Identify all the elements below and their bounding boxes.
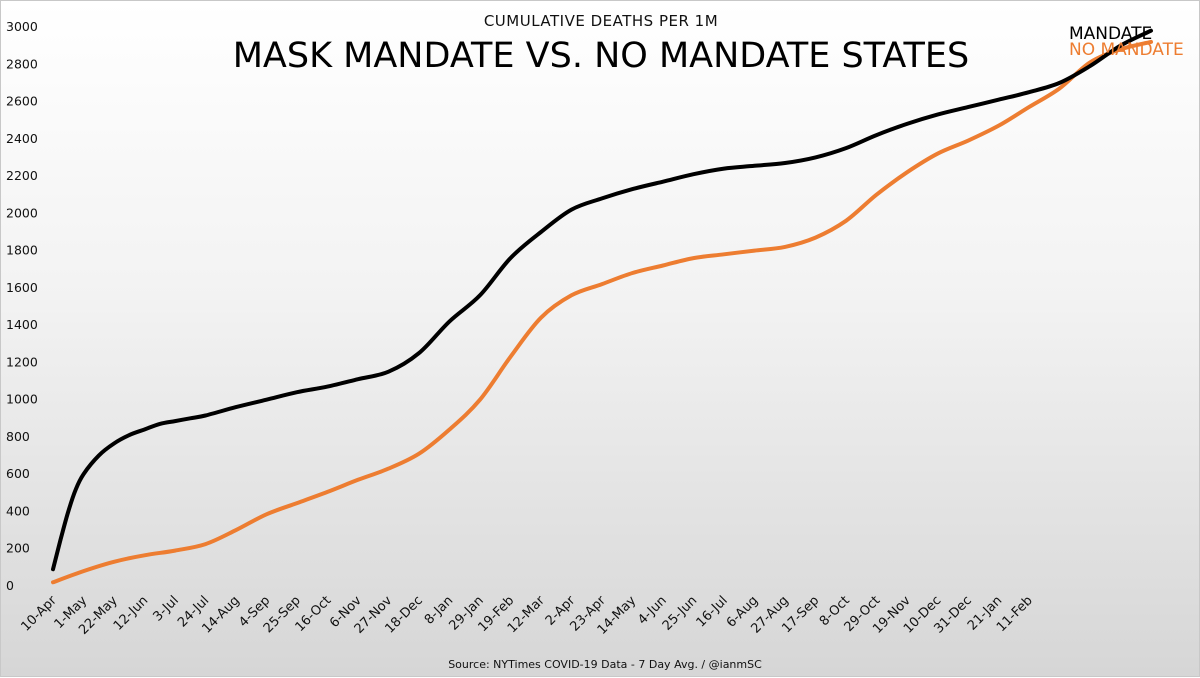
chart-subtitle: CUMULATIVE DEATHS PER 1M [484,12,718,30]
x-tick-label: 25-Jun [660,593,701,634]
chart-title: MASK MANDATE VS. NO MANDATE STATES [233,36,970,76]
series-lines [51,28,1153,585]
y-tick-label: 2800 [6,56,38,71]
y-axis-ticks: 0 200 400 600 800 1000 1200 1400 1600 1800 2000 220… [6,19,38,593]
y-tick-label: 2200 [6,168,38,183]
y-tick-label: 3000 [6,19,38,34]
legend-label-no-mandate: NO MANDATE [1069,40,1184,60]
y-tick-label: 600 [6,466,30,481]
y-tick-label: 400 [6,503,30,518]
y-tick-label: 1000 [6,392,38,407]
y-tick-label: 2400 [6,131,38,146]
x-tick-label: 10-Apr [19,593,61,635]
y-tick-label: 1800 [6,243,38,258]
source-note: Source: NYTimes COVID-19 Data - 7 Day Av… [448,658,762,671]
y-tick-label: 1400 [6,317,38,332]
y-tick-label: 2600 [6,94,38,109]
y-tick-label: 1200 [6,354,38,369]
x-tick-label: 12-Jun [111,593,152,634]
y-tick-label: 0 [6,578,14,593]
y-tick-label: 1600 [6,280,38,295]
series-line-mandate [51,28,1153,572]
y-tick-label: 800 [6,429,30,444]
x-tick-label: 16-Jul [694,593,731,630]
legend-label-mandate: MANDATE [1069,24,1152,44]
y-tick-label: 2000 [6,205,38,220]
series-line-no-mandate [51,39,1153,585]
y-tick-label: 200 [6,541,30,556]
